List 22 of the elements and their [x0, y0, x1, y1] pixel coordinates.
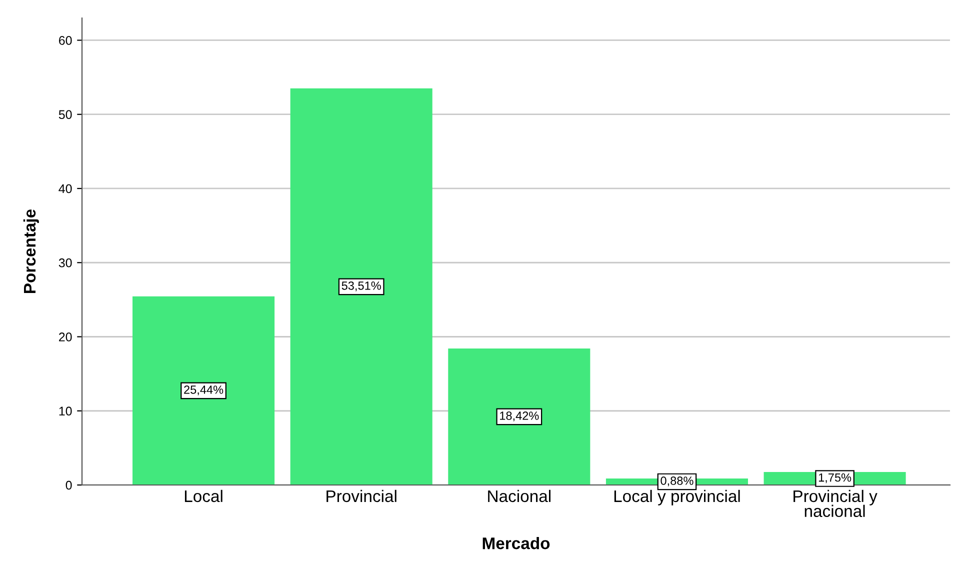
x-tick-label: Local — [184, 490, 222, 502]
y-tick-label: 40 — [58, 184, 72, 194]
y-tick-label: 20 — [59, 332, 72, 342]
data-label: 25,44% — [184, 386, 224, 396]
data-label: 53,51% — [342, 281, 381, 292]
bar — [448, 348, 590, 485]
y-tick-label: 60 — [59, 36, 72, 45]
x-tick-label: Provincial y nacional — [794, 490, 878, 518]
data-label: 18,42% — [500, 412, 539, 422]
y-tick-label: 50 — [58, 110, 72, 120]
y-tick-label: 10 — [59, 406, 72, 416]
bar — [132, 296, 275, 485]
y-tick-label: 0 — [66, 480, 72, 490]
data-label: 0,88% — [660, 476, 694, 486]
bar — [290, 88, 432, 485]
x-tick-label: Provincial — [326, 490, 396, 502]
data-label: 1,75% — [818, 473, 852, 484]
y-axis-title: Porcentaje — [23, 209, 39, 293]
y-tick-label: 30 — [58, 258, 72, 268]
x-tick-label: Nacional — [488, 490, 550, 502]
x-tick-label: Local y provincial — [614, 490, 740, 506]
x-axis-title: Mercado — [482, 536, 550, 550]
